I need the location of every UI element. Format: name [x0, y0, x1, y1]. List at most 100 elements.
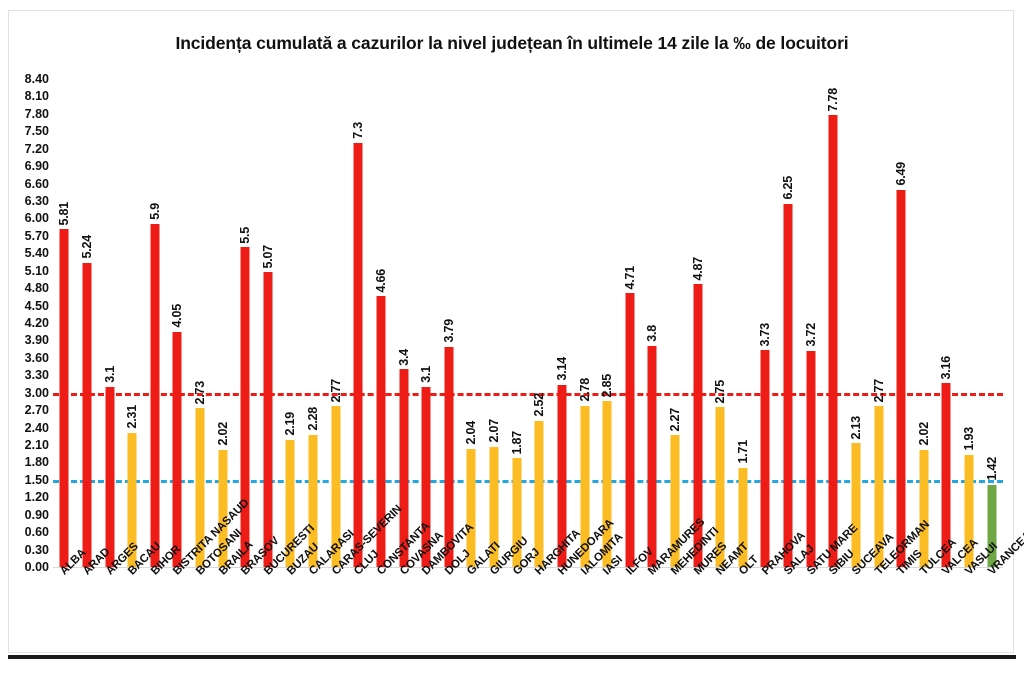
bar-slot[interactable]: 2.78: [573, 79, 596, 567]
bar-slot[interactable]: 2.04: [460, 79, 483, 567]
bar-slot[interactable]: 2.13: [845, 79, 868, 567]
bar[interactable]: [512, 458, 522, 567]
bar[interactable]: [218, 449, 228, 567]
bar-slot[interactable]: 2.31: [121, 79, 144, 567]
bar[interactable]: [534, 420, 544, 567]
bar[interactable]: [59, 229, 69, 567]
bar[interactable]: [987, 484, 997, 567]
bar[interactable]: [625, 293, 635, 567]
bar-slot[interactable]: 5.07: [257, 79, 280, 567]
bar-slot[interactable]: 5.81: [53, 79, 76, 567]
bar[interactable]: [760, 350, 770, 567]
bar[interactable]: [240, 247, 250, 567]
bar-slot[interactable]: 2.77: [324, 79, 347, 567]
y-axis-tick-label: 6.90: [24, 159, 49, 174]
y-axis-tick-label: 2.40: [24, 420, 49, 435]
y-axis-tick-label: 1.20: [24, 490, 49, 505]
bar-slot[interactable]: 6.49: [890, 79, 913, 567]
bar-value-label: 4.05: [170, 304, 185, 328]
bar[interactable]: [285, 439, 295, 567]
bar[interactable]: [828, 115, 838, 567]
bar[interactable]: [421, 386, 431, 567]
bar-slot[interactable]: 3.16: [935, 79, 958, 567]
bar[interactable]: [308, 434, 318, 567]
y-axis-tick-label: 2.70: [24, 403, 49, 418]
y-axis-tick-label: 3.60: [24, 350, 49, 365]
bar[interactable]: [783, 203, 793, 567]
bar-value-label: 4.87: [690, 256, 705, 281]
bar-value-label: 6.49: [894, 162, 909, 186]
bar-slot[interactable]: 7.3: [347, 79, 370, 567]
bar[interactable]: [263, 272, 273, 567]
bar-slot[interactable]: 3.79: [438, 79, 461, 567]
bar[interactable]: [444, 346, 454, 567]
bar[interactable]: [806, 350, 816, 567]
y-axis-tick-label: 3.90: [24, 333, 49, 348]
bar-value-label: 3.73: [758, 322, 773, 347]
bar[interactable]: [489, 446, 499, 567]
bar[interactable]: [172, 331, 182, 567]
bar-slot[interactable]: 3.4: [392, 79, 415, 567]
y-axis-tick-label: 6.30: [24, 194, 49, 208]
bar-slot[interactable]: 5.5: [234, 79, 257, 567]
bar-slot[interactable]: 4.71: [618, 79, 641, 567]
y-axis-tick-label: 6.60: [24, 176, 49, 191]
bar[interactable]: [82, 262, 92, 567]
bar[interactable]: [874, 406, 884, 567]
bar-slot[interactable]: 6.25: [777, 79, 800, 567]
bar-slot[interactable]: 4.87: [686, 79, 709, 567]
bar[interactable]: [331, 406, 341, 567]
bar[interactable]: [150, 224, 160, 567]
bar-value-label: 4.71: [622, 265, 637, 290]
bar-slot[interactable]: 2.85: [596, 79, 619, 567]
bar-slot[interactable]: 2.77: [867, 79, 890, 567]
bar[interactable]: [127, 432, 137, 567]
bar-slot[interactable]: 2.52: [528, 79, 551, 567]
bar-slot[interactable]: 5.9: [143, 79, 166, 567]
bar[interactable]: [919, 449, 929, 567]
bar-slot[interactable]: 3.72: [799, 79, 822, 567]
y-axis-tick-label: 3.00: [24, 385, 49, 400]
y-axis-tick-label: 5.40: [24, 246, 49, 261]
bar[interactable]: [851, 443, 861, 567]
bar[interactable]: [353, 142, 363, 567]
bar[interactable]: [105, 386, 115, 567]
bar-slot[interactable]: 3.1: [415, 79, 438, 567]
bar-slot[interactable]: 2.75: [709, 79, 732, 567]
bar-slot[interactable]: 1.71: [732, 79, 755, 567]
bar[interactable]: [580, 405, 590, 567]
bar-slot[interactable]: 2.02: [913, 79, 936, 567]
bar-slot[interactable]: 3.14: [551, 79, 574, 567]
bar[interactable]: [715, 407, 725, 567]
bar-slot[interactable]: 2.73: [189, 79, 212, 567]
bar[interactable]: [647, 346, 657, 567]
bar-slot[interactable]: 4.05: [166, 79, 189, 567]
bar-slot[interactable]: 2.02: [211, 79, 234, 567]
bar[interactable]: [466, 448, 476, 567]
bar-slot[interactable]: 3.73: [754, 79, 777, 567]
bar-slot[interactable]: 7.78: [822, 79, 845, 567]
bar-slot[interactable]: 4.66: [370, 79, 393, 567]
bar[interactable]: [896, 189, 906, 567]
bar-slot[interactable]: 1.42: [980, 79, 1003, 567]
bar[interactable]: [964, 454, 974, 567]
bar[interactable]: [195, 408, 205, 567]
bar-slot[interactable]: 2.28: [302, 79, 325, 567]
bar-slot[interactable]: 2.07: [483, 79, 506, 567]
bar[interactable]: [399, 369, 409, 567]
bar[interactable]: [557, 384, 567, 567]
bar[interactable]: [670, 435, 680, 567]
bar[interactable]: [376, 296, 386, 567]
bar-value-label: 3.4: [396, 348, 411, 366]
bar-slot[interactable]: 2.19: [279, 79, 302, 567]
bar[interactable]: [693, 284, 703, 567]
bar-slot[interactable]: 3.1: [98, 79, 121, 567]
bar-slot[interactable]: 5.24: [76, 79, 99, 567]
bar-slot[interactable]: 1.93: [958, 79, 981, 567]
bar-slot[interactable]: 1.87: [505, 79, 528, 567]
bar-slot[interactable]: 3.8: [641, 79, 664, 567]
bar[interactable]: [738, 467, 748, 567]
bar-slot[interactable]: 2.27: [664, 79, 687, 567]
bar[interactable]: [602, 401, 612, 567]
bar[interactable]: [941, 383, 951, 567]
